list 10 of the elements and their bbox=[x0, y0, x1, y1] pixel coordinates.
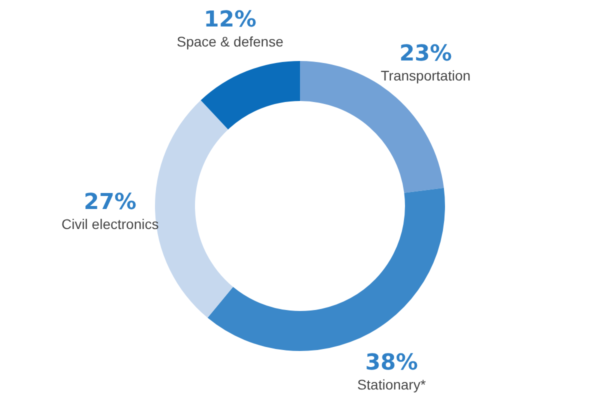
slice-label: Civil electronics bbox=[61, 216, 159, 232]
slice-label: Space & defense bbox=[176, 33, 284, 50]
data-label: 38% bbox=[365, 350, 418, 376]
slice-label: Transportation bbox=[380, 67, 471, 84]
slice-label: Stationary* bbox=[357, 376, 426, 392]
data-label: 12% bbox=[204, 7, 256, 32]
data-label: 27% bbox=[84, 190, 136, 215]
donut-slice bbox=[200, 61, 300, 130]
data-label: 23% bbox=[399, 41, 452, 66]
donut-slice bbox=[208, 188, 445, 351]
